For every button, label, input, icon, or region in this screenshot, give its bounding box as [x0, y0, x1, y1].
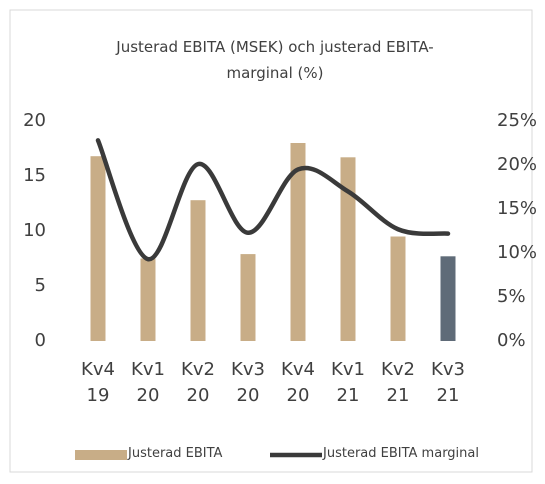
legend-label: Justerad EBITA: [128, 446, 223, 461]
y2-tick-label: 15%: [497, 198, 537, 219]
legend-label: Justerad EBITA marginal: [323, 446, 479, 461]
y-tick-label: 15: [23, 165, 46, 186]
y-tick-label: 20: [23, 110, 46, 131]
bar: [290, 143, 306, 341]
y-tick-label: 10: [23, 220, 46, 241]
bar: [390, 236, 406, 341]
y2-tick-label: 0%: [497, 330, 526, 351]
y2-tick-label: 5%: [497, 286, 526, 307]
x-tick-label: Kv2 21: [381, 359, 415, 406]
x-tick-label: Kv3 21: [431, 359, 465, 406]
y2-tick-label: 25%: [497, 110, 537, 131]
bar: [240, 254, 256, 341]
bar: [90, 156, 106, 341]
y2-tick-label: 10%: [497, 242, 537, 263]
legend-swatch: [75, 450, 127, 460]
bar: [190, 200, 206, 341]
bar: [340, 157, 356, 341]
line: [95, 138, 451, 262]
bar: [440, 256, 456, 341]
bar: [140, 258, 156, 341]
y-tick-label: 5: [35, 275, 46, 296]
chart-title: Justerad EBITA (MSEK) och justerad EBITA…: [116, 38, 434, 82]
x-tick-label: Kv1 21: [331, 359, 365, 406]
x-tick-label: Kv4 20: [281, 359, 315, 406]
x-tick-label: Kv2 20: [181, 359, 215, 406]
y-tick-label: 0: [35, 330, 46, 351]
y2-tick-label: 20%: [497, 154, 537, 175]
x-tick-label: Kv4 19: [81, 359, 115, 406]
x-tick-label: Kv3 20: [231, 359, 265, 406]
x-tick-label: Kv1 20: [131, 359, 165, 406]
